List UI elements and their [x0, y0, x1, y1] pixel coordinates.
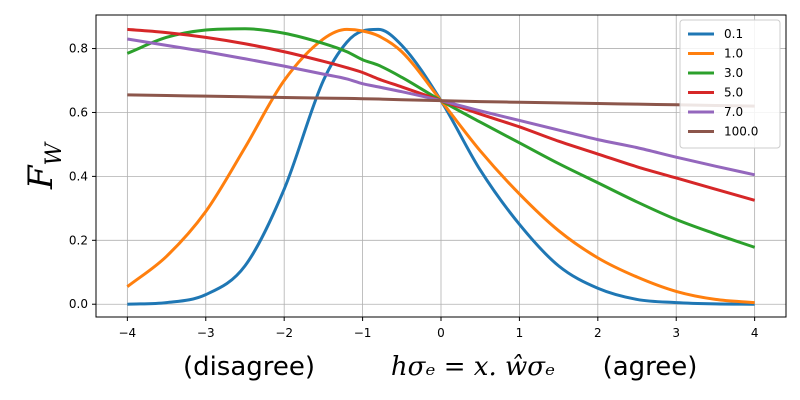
legend-label: 0.1	[724, 27, 743, 41]
x-tick-label: 4	[751, 326, 759, 340]
x-tick-label: 1	[516, 326, 524, 340]
y-tick-label: 0.0	[69, 297, 88, 311]
legend-label: 7.0	[724, 105, 743, 119]
x-tick-label: −2	[275, 326, 293, 340]
y-axis-label: FW	[21, 141, 67, 191]
legend: 0.1 1.0 3.0 5.0 7.0 100.0	[679, 19, 781, 149]
x-tick-label: −4	[119, 326, 137, 340]
series-line-7-0	[127, 37, 755, 177]
y-axis-ticks: 0.0 0.2 0.4 0.6 0.8	[69, 42, 96, 311]
grid-lines	[96, 15, 786, 317]
x-tick-label: −3	[197, 326, 215, 340]
x-tick-label: 3	[672, 326, 680, 340]
y-tick-label: 0.8	[69, 42, 88, 56]
series-line-0-1	[127, 27, 755, 306]
y-axis-label-subscript: W	[42, 141, 67, 166]
legend-label: 1.0	[724, 47, 743, 61]
series-line-100-0	[127, 93, 755, 108]
x-axis-ticks: −4 −3 −2 −1 0 1 2 3 4	[119, 317, 759, 340]
legend-label: 5.0	[724, 86, 743, 100]
x-axis-label-math: hσₑ = x. ŵσₑ	[391, 352, 555, 382]
series-line-1-0	[126, 27, 755, 305]
x-axis-label-left: (disagree)	[183, 352, 315, 382]
x-tick-label: −1	[354, 326, 372, 340]
series-line-5-0	[127, 27, 756, 202]
x-tick-label: 0	[437, 326, 445, 340]
legend-label: 3.0	[724, 66, 743, 80]
series-lines	[126, 27, 756, 306]
series-line-3-0	[126, 27, 756, 249]
y-tick-label: 0.4	[69, 169, 88, 183]
x-tick-label: 2	[594, 326, 602, 340]
y-axis-label-main: F	[21, 164, 61, 190]
legend-label: 100.0	[724, 125, 758, 139]
x-axis-label-right: (agree)	[603, 352, 698, 382]
y-tick-label: 0.6	[69, 105, 88, 119]
y-tick-label: 0.2	[69, 233, 88, 247]
